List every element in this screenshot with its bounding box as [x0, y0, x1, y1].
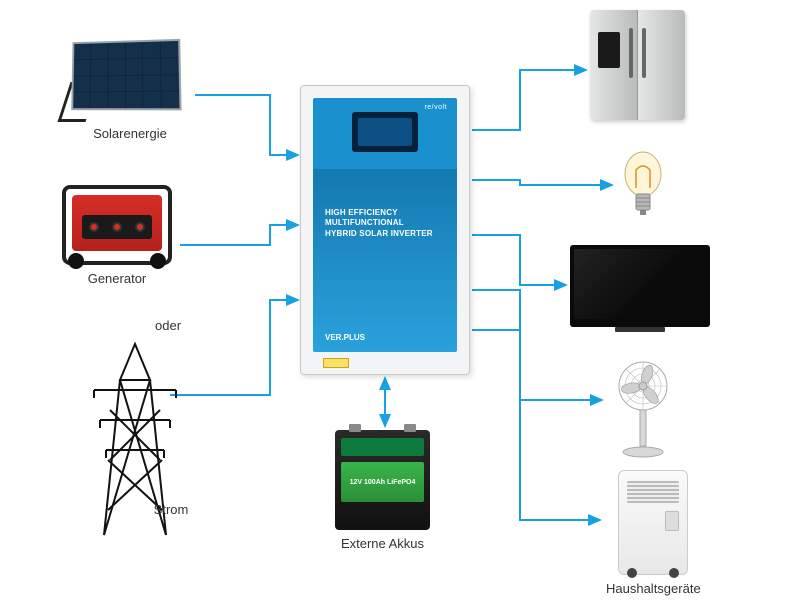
inverter-brand: re/volt	[424, 104, 447, 111]
or-label: oder	[155, 318, 181, 333]
grid-label: Strom	[154, 502, 189, 517]
arrow-solar-to-inv	[195, 95, 298, 155]
appliance-tv	[570, 245, 710, 327]
battery-node: 12V 100Ah LiFePO4 Externe Akkus	[335, 430, 430, 551]
appliance-ac: Haushaltsgeräte	[606, 470, 701, 596]
inverter-icon: re/volt HIGH EFFICIENCY MULTIFUNCTIONALH…	[300, 85, 470, 375]
arrow-inv-to-tv	[472, 235, 566, 285]
arrow-gen-to-inv	[180, 225, 298, 245]
arrow-inv-to-ac	[472, 330, 600, 520]
tv-icon	[570, 245, 710, 327]
ac-icon	[618, 470, 688, 575]
source-solar: Solarenergie	[70, 40, 190, 141]
fan-icon	[608, 360, 678, 460]
appliance-fridge	[590, 10, 685, 120]
generator-label: Generator	[88, 271, 147, 286]
inverter-device: re/volt HIGH EFFICIENCY MULTIFUNCTIONALH…	[300, 85, 470, 375]
arrow-inv-to-bulb	[472, 180, 612, 185]
generator-icon	[62, 185, 172, 265]
inverter-version: VER.PLUS	[325, 333, 365, 342]
source-grid: Strom	[80, 340, 190, 517]
inverter-title: HIGH EFFICIENCY MULTIFUNCTIONALHYBRID SO…	[325, 208, 457, 239]
solar-label: Solarenergie	[93, 126, 167, 141]
battery-icon: 12V 100Ah LiFePO4	[335, 430, 430, 530]
arrow-inv-to-fridge	[472, 70, 586, 130]
battery-spec: 12V 100Ah LiFePO4	[341, 462, 424, 502]
appliance-bulb	[618, 150, 668, 220]
solar-panel-icon	[70, 40, 190, 120]
fridge-icon	[590, 10, 685, 120]
lightbulb-icon	[618, 150, 668, 220]
source-generator: Generator	[62, 185, 172, 286]
appliances-label: Haushaltsgeräte	[606, 581, 701, 596]
appliance-fan	[608, 360, 678, 460]
battery-label: Externe Akkus	[341, 536, 424, 551]
